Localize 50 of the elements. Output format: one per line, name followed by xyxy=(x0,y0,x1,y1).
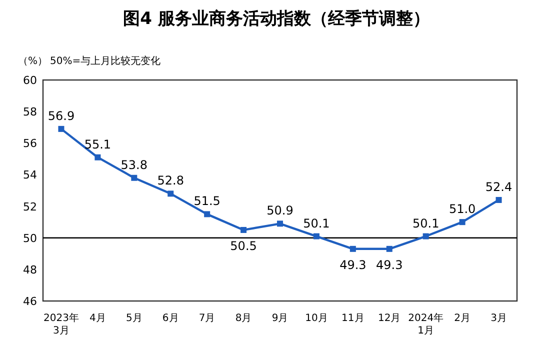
y-tick-label: 56 xyxy=(23,137,37,150)
data-label: 55.1 xyxy=(84,137,112,152)
y-tick-label: 50 xyxy=(23,232,37,245)
x-tick-label: 10月 xyxy=(305,313,328,324)
data-label: 52.4 xyxy=(485,180,512,194)
point xyxy=(422,233,429,240)
point xyxy=(94,154,101,160)
x-tick-label: 12月 xyxy=(378,313,401,324)
y-tick-label: 46 xyxy=(23,295,37,308)
point xyxy=(168,190,174,197)
x-tick-label: 2月 xyxy=(454,313,470,324)
text: 50%=与上月比较无变化 xyxy=(50,55,161,67)
y-axis-title: （%） xyxy=(18,56,48,67)
x-tick-label: 11月 xyxy=(342,313,364,324)
x-tick-label: 5月 xyxy=(126,313,142,324)
y-tick-label: 60 xyxy=(23,74,37,87)
data-label: 53.8 xyxy=(120,158,148,172)
point xyxy=(386,246,392,252)
x-tick-label: 9月 xyxy=(272,313,288,324)
data-label: 50.9 xyxy=(266,204,294,218)
y-tick-label: 54 xyxy=(23,168,37,182)
y-tick-label: 58 xyxy=(23,106,37,119)
point xyxy=(459,219,466,226)
y-tick-label: 48 xyxy=(23,263,37,276)
point xyxy=(204,211,210,218)
point xyxy=(131,174,138,181)
data-label: 49.3 xyxy=(340,258,366,272)
data-label: 51.5 xyxy=(194,194,220,208)
data-label: 56.9 xyxy=(48,108,75,123)
point xyxy=(58,126,64,132)
point xyxy=(496,196,502,203)
data-label: 50.1 xyxy=(412,216,440,230)
y-tick-label: 52 xyxy=(23,200,37,214)
point xyxy=(240,226,247,233)
data-label: 52.8 xyxy=(157,174,184,188)
point xyxy=(350,246,356,252)
x-tick-label: 2024年 1月 xyxy=(408,312,444,336)
x-tick-label: 8月 xyxy=(235,313,252,324)
point xyxy=(277,220,283,227)
x-tick-label: 3月 xyxy=(490,313,507,324)
x-tick-label: 4月 xyxy=(90,313,106,324)
data-label: 51.0 xyxy=(448,202,476,216)
x-tick-label: 7月 xyxy=(198,313,216,324)
data-label: 50.1 xyxy=(303,216,330,230)
point xyxy=(313,233,320,240)
x-tick-label: 6月 xyxy=(162,313,179,324)
x-tick-label: 2023年 3月 xyxy=(44,312,79,336)
chart-title: 图4 服务业商务活动指数（经季节调整） xyxy=(123,9,430,29)
data-label: 50.5 xyxy=(230,238,257,253)
data-label: 49.3 xyxy=(376,258,403,272)
